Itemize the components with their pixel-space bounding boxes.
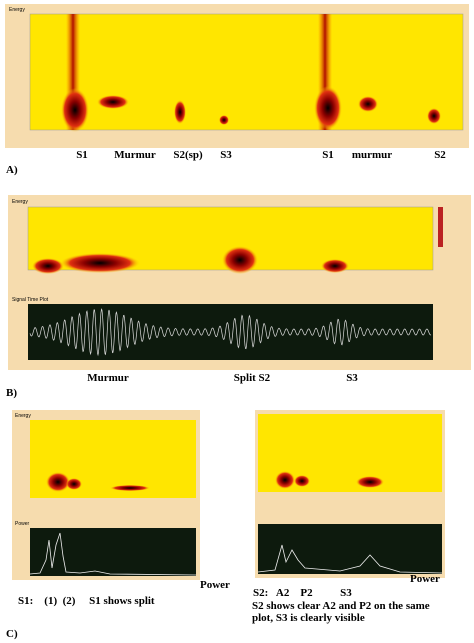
panel-header: Energy xyxy=(12,199,28,205)
blob xyxy=(219,115,229,125)
power-plot xyxy=(258,524,442,574)
blob xyxy=(356,476,384,488)
signal-plot xyxy=(28,304,433,360)
blob xyxy=(32,258,64,274)
blob xyxy=(46,472,70,492)
power-plot xyxy=(30,528,196,576)
panel-tag: C) xyxy=(6,628,18,640)
annotation: S2 xyxy=(434,149,446,161)
power-label: Power xyxy=(410,573,440,585)
annotation: Split S2 xyxy=(234,372,271,384)
power-label: Power xyxy=(200,579,230,591)
panel-tag: A) xyxy=(6,164,18,176)
blob xyxy=(61,88,89,132)
blob xyxy=(97,95,129,109)
panel-header: Power xyxy=(15,521,30,527)
power-trace xyxy=(29,532,197,576)
blob xyxy=(110,485,150,491)
blob xyxy=(427,108,441,124)
annotation: S1 xyxy=(76,149,88,161)
color-scale xyxy=(438,207,443,247)
power-trace xyxy=(257,544,443,574)
blob xyxy=(66,478,82,490)
annotation: Murmur xyxy=(114,149,156,161)
blob xyxy=(60,253,140,273)
panel-header: Signal Time Plot xyxy=(12,297,49,303)
blob xyxy=(275,471,295,489)
blob xyxy=(314,86,342,130)
annotation: murmur xyxy=(352,149,392,161)
blob xyxy=(222,246,258,274)
caption: S2: A2 P2 S3 xyxy=(253,587,352,599)
annotation: Murmur xyxy=(87,372,129,384)
annotation: S3 xyxy=(346,372,358,384)
blob xyxy=(321,259,349,273)
annotation: S3 xyxy=(220,149,232,161)
note: S2 shows clear A2 and P2 on the same plo… xyxy=(252,600,430,624)
spectrogram xyxy=(29,13,464,131)
blob xyxy=(358,96,378,112)
annotation: S2(sp) xyxy=(173,149,203,161)
signal-trace xyxy=(29,308,432,357)
panel-tag: B) xyxy=(6,387,17,399)
panel-header: Energy xyxy=(9,7,25,13)
note-box: S2 shows clear A2 and P2 on the same plo… xyxy=(252,600,430,624)
panel-header: Energy xyxy=(15,413,31,419)
blob xyxy=(174,100,186,124)
annotation: S1 xyxy=(322,149,334,161)
caption: S1: (1) (2) S1 shows split xyxy=(18,595,155,607)
blob xyxy=(294,475,310,487)
